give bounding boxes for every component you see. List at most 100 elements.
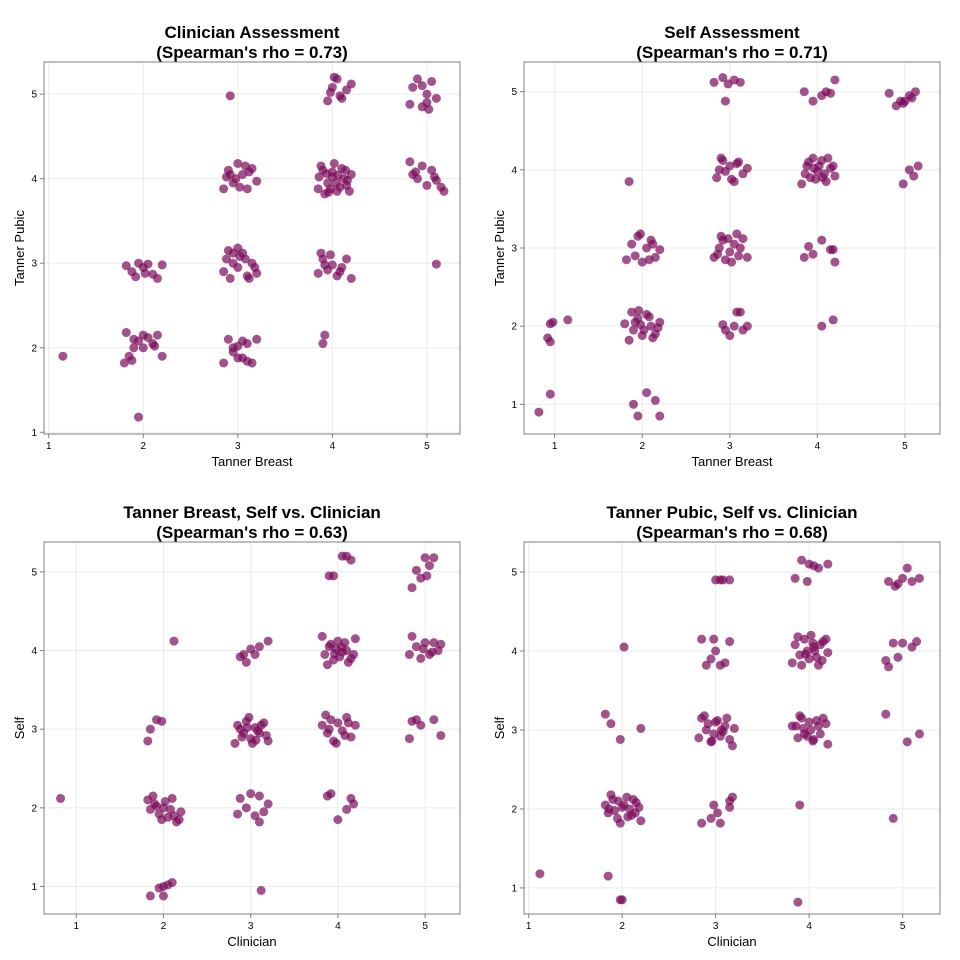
data-point (320, 330, 330, 340)
data-point (333, 170, 343, 180)
data-point (408, 82, 418, 92)
scatter-plot-clinician-assessment: Clinician Assessment (Spearman's rho = 0… (12, 23, 461, 469)
data-point (904, 165, 914, 175)
data-point (228, 248, 238, 258)
scatter-plot-pubic-self-vs-clinician: Tanner Pubic, Self vs. Clinician (Spearm… (492, 503, 941, 949)
data-point (718, 155, 728, 165)
data-point (225, 91, 235, 101)
data-point (228, 343, 238, 353)
data-point (732, 229, 742, 239)
data-point (893, 652, 903, 662)
data-point (723, 234, 733, 244)
data-point (603, 871, 613, 881)
data-point (810, 646, 820, 656)
data-point (313, 268, 323, 278)
data-point (621, 255, 631, 265)
data-point (176, 807, 186, 817)
data-point (333, 718, 343, 728)
x-tick-label: 3 (727, 441, 733, 452)
data-point (815, 729, 825, 739)
chart-title: Tanner Pubic, Self vs. Clinician (607, 503, 858, 522)
data-point (325, 250, 335, 260)
x-tick-label: 4 (330, 441, 336, 452)
data-point (422, 180, 432, 190)
data-point (787, 658, 797, 668)
data-point (790, 640, 800, 650)
data-point (725, 802, 735, 812)
data-point (233, 353, 243, 363)
scatter-plot-breast-self-vs-clinician: Tanner Breast, Self vs. Clinician (Spear… (12, 503, 461, 949)
data-point (826, 88, 836, 98)
y-axis-title: Self (492, 716, 507, 739)
data-point (242, 356, 252, 366)
data-point (727, 792, 737, 802)
x-tick-label: 3 (248, 921, 254, 932)
data-point (256, 885, 266, 895)
data-point (326, 639, 336, 649)
data-point (340, 730, 350, 740)
data-point (150, 341, 160, 351)
data-point (808, 638, 818, 648)
points (534, 73, 923, 421)
data-point (535, 869, 545, 879)
data-point (244, 167, 254, 177)
data-point (350, 720, 360, 730)
data-point (424, 561, 434, 571)
data-point (881, 709, 891, 719)
data-point (169, 636, 179, 646)
data-point (884, 576, 894, 586)
data-point (157, 260, 167, 270)
data-point (735, 77, 745, 87)
data-point (235, 251, 245, 261)
chart-title: Clinician Assessment (164, 23, 339, 42)
data-point (888, 813, 898, 823)
data-point (346, 79, 356, 89)
data-point (545, 389, 555, 399)
y-tick-label: 4 (511, 165, 517, 176)
data-point (828, 161, 838, 171)
data-point (790, 573, 800, 583)
data-point (630, 808, 640, 818)
data-point (134, 412, 144, 422)
plot-frame (43, 61, 461, 435)
data-point (127, 355, 137, 365)
data-point (804, 559, 814, 569)
data-point (793, 632, 803, 642)
x-tick-label: 1 (526, 921, 532, 932)
data-point (716, 725, 726, 735)
data-point (714, 165, 724, 175)
data-point (828, 245, 838, 255)
data-point (884, 88, 894, 98)
data-point (322, 169, 332, 179)
data-point (233, 809, 243, 819)
data-point (121, 261, 131, 271)
data-point (534, 407, 544, 417)
data-point (606, 719, 616, 729)
data-point (627, 307, 637, 317)
data-point (709, 634, 719, 644)
data-point (791, 721, 801, 731)
data-point (246, 789, 256, 799)
data-point (617, 895, 627, 905)
data-point (427, 76, 437, 86)
data-point (254, 791, 264, 801)
data-point (417, 161, 427, 171)
y-tick-label: 2 (31, 803, 37, 814)
data-point (405, 157, 415, 167)
y-axis-title: Tanner Pubic (12, 210, 27, 286)
x-axis-title: Clinician (227, 934, 276, 949)
data-point (636, 723, 646, 733)
data-point (804, 241, 814, 251)
data-point (252, 176, 262, 186)
data-point (263, 636, 273, 646)
data-point (725, 331, 735, 341)
data-point (830, 75, 840, 85)
data-point (907, 576, 917, 586)
data-point (711, 646, 721, 656)
points (535, 555, 924, 907)
y-tick-label: 5 (511, 568, 517, 579)
data-point (713, 715, 723, 725)
data-point (830, 171, 840, 181)
data-point (720, 658, 730, 668)
data-point (152, 330, 162, 340)
